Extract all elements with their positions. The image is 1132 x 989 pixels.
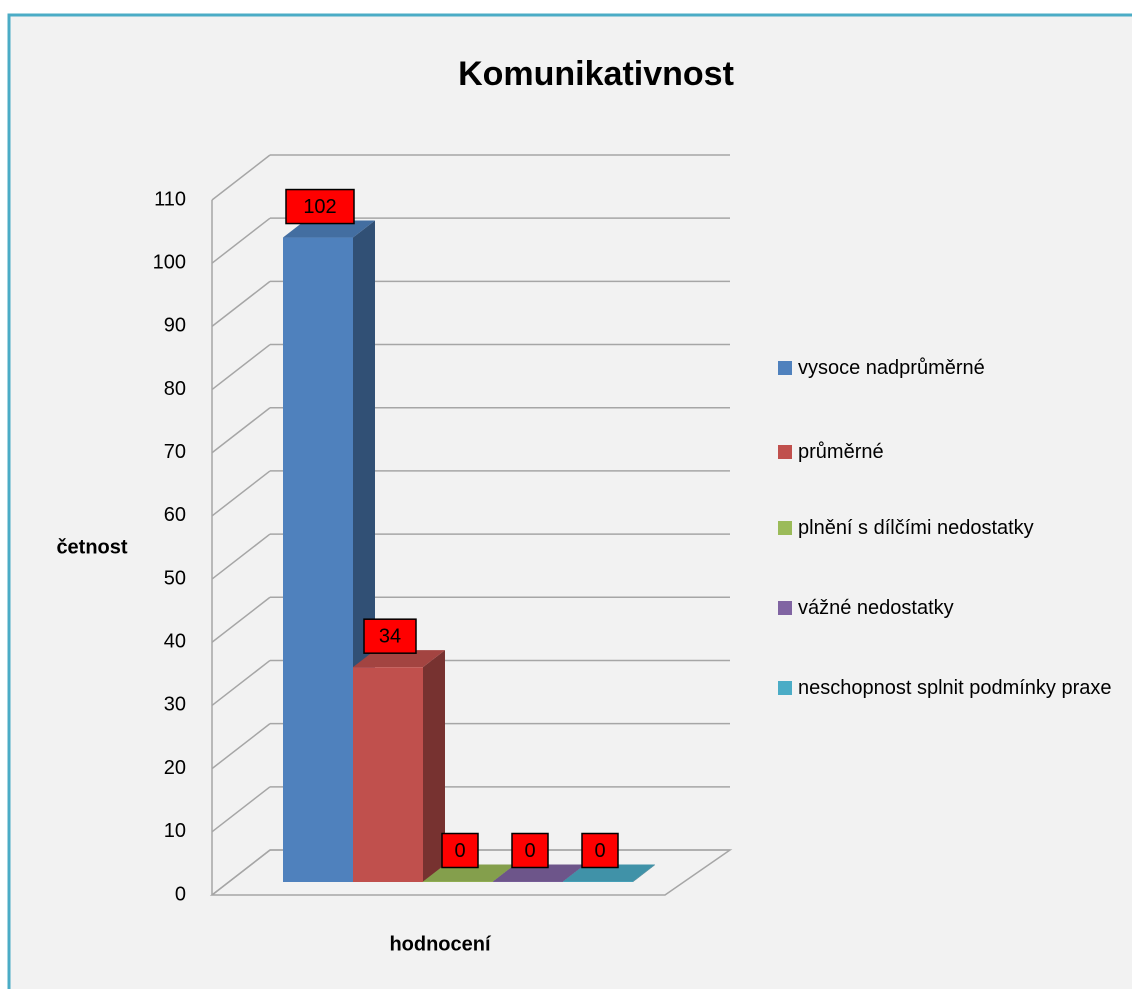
legend-label: vážné nedostatky: [798, 597, 954, 619]
bar-top: [423, 864, 515, 882]
y-tick-label: 60: [164, 504, 186, 526]
bar-top: [283, 220, 375, 238]
value-label: 0: [594, 840, 605, 862]
value-label: 102: [303, 196, 336, 218]
y-tick-label: 90: [164, 315, 186, 337]
legend-label: neschopnost splnit podmínky praxe: [798, 677, 1112, 699]
y-axis-label: četnost: [56, 536, 127, 558]
grid-line-side: [211, 343, 271, 391]
chart-title: Komunikativnost: [458, 55, 734, 93]
grid-line-side: [211, 154, 271, 201]
value-label-box: [581, 832, 619, 869]
legend-swatch: [778, 361, 792, 375]
bar: [353, 667, 423, 882]
legend-swatch: [778, 445, 792, 459]
y-tick-label: 50: [164, 567, 186, 589]
y-tick-label: 70: [164, 441, 186, 463]
bar: [423, 881, 493, 882]
legend-label: plnění s dílčími nedostatky: [798, 517, 1034, 539]
bar-top: [493, 864, 585, 882]
y-tick-label: 100: [153, 251, 186, 273]
value-label-box: [441, 832, 479, 869]
y-tick-label: 40: [164, 631, 186, 653]
bar-side: [633, 864, 655, 882]
grid-line-side: [211, 659, 271, 707]
legend-label: průměrné: [798, 441, 884, 463]
value-label: 34: [379, 625, 401, 647]
grid-line-side: [211, 786, 271, 833]
grid-line-side: [211, 723, 271, 770]
value-label: 0: [524, 840, 535, 862]
x-axis-label: hodnocení: [389, 933, 492, 955]
legend-swatch: [778, 681, 792, 695]
bar: [283, 237, 353, 882]
legend-swatch: [778, 521, 792, 535]
bar-top: [353, 650, 445, 668]
floor: [209, 849, 733, 896]
grid-line-side: [211, 596, 271, 643]
grid-line-side: [211, 533, 271, 580]
bar-top: [563, 864, 655, 882]
legend-swatch: [778, 601, 792, 615]
value-label-box: [285, 188, 355, 225]
y-tick-label: 20: [164, 757, 186, 779]
y-tick-label: 30: [164, 694, 186, 716]
grid-line-side: [211, 470, 271, 517]
bar: [563, 881, 633, 882]
grid-line-side: [211, 217, 271, 264]
y-tick-label: 80: [164, 378, 186, 400]
y-tick-label: 0: [175, 883, 186, 905]
chart-frame: [7, 13, 1132, 989]
value-label-box: [511, 832, 549, 869]
value-label-box: [363, 618, 417, 654]
value-label: 0: [454, 840, 465, 862]
y-tick-label: 110: [154, 188, 186, 210]
bar-side: [423, 650, 445, 882]
grid-line-side: [211, 280, 271, 327]
legend-label: vysoce nadprůměrné: [798, 357, 985, 379]
y-tick-label: 10: [164, 820, 186, 842]
bar: [493, 881, 563, 882]
grid-line-side: [211, 407, 271, 454]
